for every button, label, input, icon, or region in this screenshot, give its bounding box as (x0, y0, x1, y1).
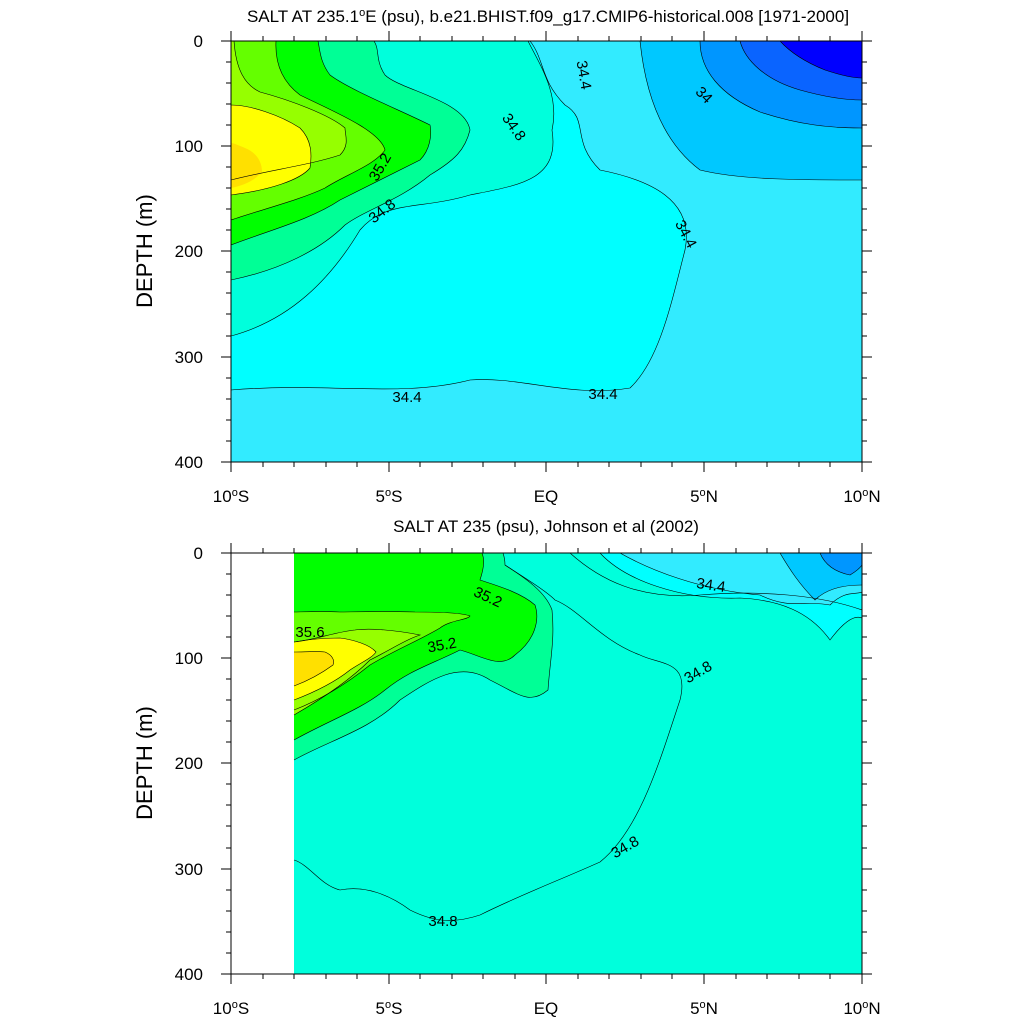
panel-top-ticks (221, 31, 872, 472)
fill-bottom-34.0 (820, 553, 862, 575)
panel-bottom-ticks (221, 543, 872, 984)
contour-label: 34.8 (428, 913, 457, 930)
contour-line (293, 611, 471, 711)
x-minor-ticks (262, 36, 831, 467)
x-tick-label: 10oN (843, 487, 880, 506)
panel-top-contour-labels: 34.4 34 34.8 35.2 34.8 34.4 34.4 34.4 (366, 59, 716, 406)
contour-line (231, 41, 687, 391)
y-tick-label: 0 (194, 32, 203, 51)
x-tick-label: 10oS (213, 487, 249, 506)
fill-bottom-36.2 (294, 651, 334, 686)
contour-label: 35.2 (426, 635, 458, 657)
fill-top-33.8 (780, 41, 862, 78)
panel-bottom-contours (293, 553, 862, 921)
y-tick-label: 300 (175, 860, 203, 879)
fill-top-36.2 (231, 143, 262, 188)
x-tick-label: EQ (534, 999, 559, 1018)
contour-line (293, 564, 554, 761)
contour-line (599, 553, 862, 641)
x-tick-label: 5oN (690, 487, 718, 506)
y-tick-label: 0 (194, 544, 203, 563)
contour-line (293, 651, 334, 687)
contour-line (779, 41, 862, 79)
contour-line (293, 553, 683, 921)
panel-top-y-tick-labels: 0 100 200 300 400 (175, 32, 203, 472)
contour-line (619, 553, 862, 606)
x-tick-label: 10oS (213, 999, 249, 1018)
x-tick-label: EQ (534, 487, 559, 506)
x-tick-label: 5oN (690, 999, 718, 1018)
contour-line (231, 41, 386, 221)
panel-top-title: SALT AT 235.1oE (psu), b.e21.BHIST.f09_g… (247, 7, 849, 26)
contour-line (739, 41, 862, 101)
panel-bottom: SALT AT 235 (psu), Johnson et al (2002) (132, 517, 881, 1018)
panel-top-fill (231, 41, 862, 462)
contour-line (699, 41, 862, 129)
y-tick-label: 100 (175, 649, 203, 668)
y-minor-ticks (226, 573, 867, 954)
contour-line (293, 628, 422, 716)
panel-top-contours (231, 41, 862, 391)
panel-bottom-y-tick-labels: 0 100 200 300 400 (175, 544, 203, 984)
contour-line (779, 553, 862, 601)
panel-bottom-fill (294, 553, 862, 974)
x-minor-ticks (262, 548, 831, 979)
contour-line (231, 41, 347, 181)
contour-line (231, 104, 312, 196)
y-tick-label: 400 (175, 965, 203, 984)
panel-top-y-axis-label: DEPTH (m) (132, 194, 157, 308)
contour-line (293, 553, 538, 741)
y-minor-ticks (226, 61, 867, 442)
panel-top: SALT AT 235.1oE (psu), b.e21.BHIST.f09_g… (132, 7, 881, 506)
contour-label: 35.6 (295, 624, 324, 641)
y-tick-label: 200 (175, 242, 203, 261)
contour-label: 34.4 (588, 386, 617, 403)
contour-line (569, 553, 862, 611)
panel-bottom-x-tick-labels: 10oS 5oS EQ 5oN 10oN (213, 999, 881, 1018)
panel-top-x-tick-labels: 10oS 5oS EQ 5oN 10oN (213, 487, 881, 506)
contour-label: 34.4 (573, 59, 595, 91)
x-tick-label: 5oS (376, 487, 403, 506)
panel-bottom-y-axis-label: DEPTH (m) (132, 706, 157, 820)
x-tick-label: 5oS (376, 999, 403, 1018)
contour-line (639, 41, 862, 181)
y-tick-label: 100 (175, 137, 203, 156)
contour-line (231, 41, 471, 281)
panel-bottom-title: SALT AT 235 (psu), Johnson et al (2002) (393, 517, 699, 536)
contour-label: 34.4 (392, 389, 421, 406)
contour-line (231, 41, 431, 246)
y-tick-label: 400 (175, 453, 203, 472)
contour-line (231, 41, 555, 337)
contour-line (293, 637, 377, 701)
y-tick-label: 300 (175, 348, 203, 367)
contour-label: 34.4 (695, 575, 726, 596)
fill-bottom-35.4 (294, 553, 537, 740)
x-tick-label: 10oN (843, 999, 880, 1018)
contour-line (819, 553, 862, 576)
y-tick-label: 200 (175, 754, 203, 773)
panel-bottom-contour-labels: 35.2 34.4 35.6 35.2 34.8 34.8 34.8 (295, 575, 726, 930)
